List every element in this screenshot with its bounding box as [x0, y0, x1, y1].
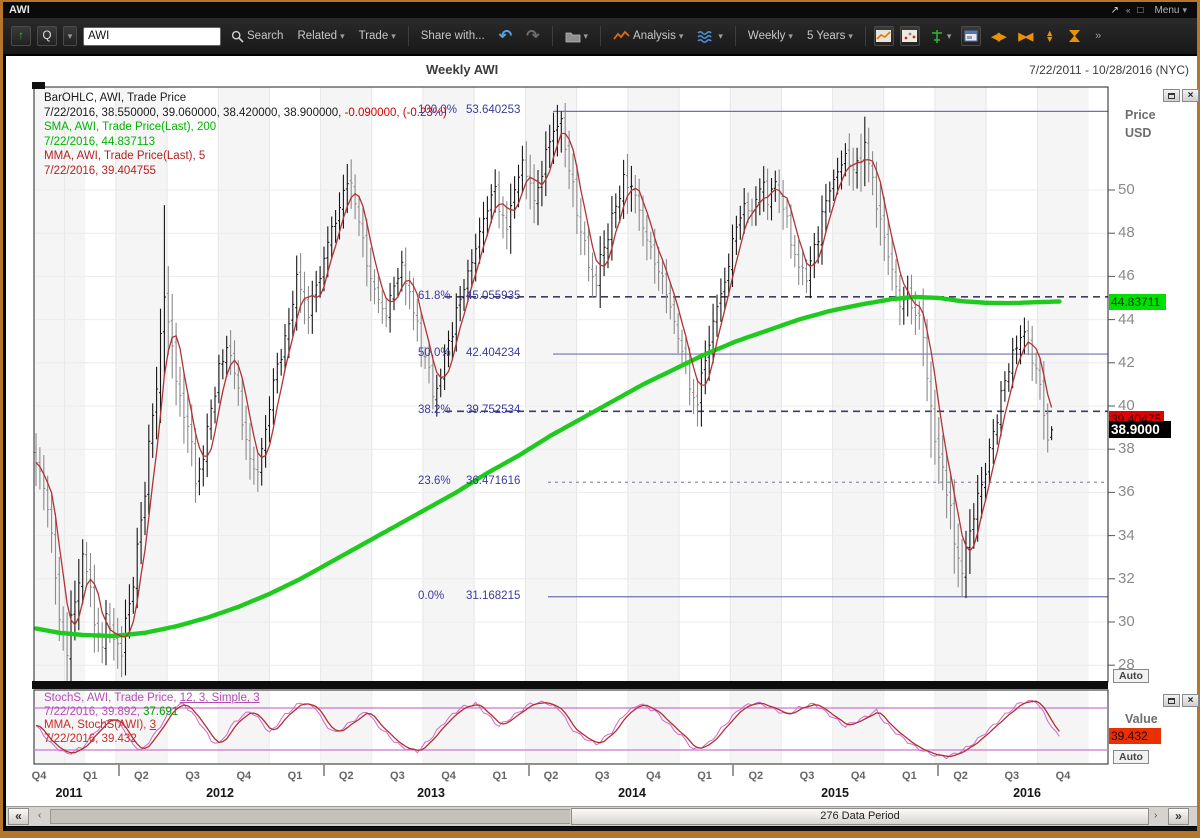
separator	[864, 26, 866, 46]
quote-button[interactable]: Q	[37, 26, 57, 46]
price-auto-button[interactable]: Auto	[1113, 669, 1149, 683]
scatter-chart-icon	[902, 30, 918, 42]
range-select[interactable]: 5 Years ▾	[806, 30, 853, 42]
symbol-input[interactable]	[83, 26, 221, 46]
chevron-down-icon: ▾	[946, 30, 952, 41]
scroll-far-right-button[interactable]: »	[1168, 808, 1189, 825]
related-button[interactable]: Related ▾	[297, 30, 345, 42]
price-axis-title: Price	[1125, 108, 1156, 122]
stoch-k-line	[35, 699, 1060, 760]
chevron-down-icon: ▾	[340, 30, 345, 41]
redo-button[interactable]: ↷	[526, 28, 540, 45]
restore-icon	[1168, 697, 1175, 704]
price-panel-restore-button[interactable]	[1163, 89, 1180, 102]
time-wait-button[interactable]	[1064, 27, 1085, 45]
contract-horizontal-button[interactable]: ▶◀	[1018, 30, 1033, 43]
scrollbar-thumb[interactable]: 276 Data Period	[571, 808, 1149, 825]
horizontal-scrollbar: « ‹ 276 Data Period › »	[6, 806, 1197, 826]
pin-icon[interactable]: «	[1125, 5, 1131, 15]
stoch-panel-restore-button[interactable]	[1163, 694, 1180, 707]
expand-vertical-button[interactable]: ▲ ▼	[1045, 28, 1055, 44]
hourglass-icon	[1069, 30, 1081, 42]
title-bar: AWI ↗ « □ Menu ▾	[3, 2, 1197, 18]
period-select[interactable]: Weekly ▾	[747, 30, 793, 42]
annotations-button[interactable]: ▾	[693, 28, 727, 45]
price-and-stoch-plot[interactable]	[6, 56, 1197, 826]
search-icon	[231, 30, 244, 43]
chevron-down-icon: ▾	[788, 30, 793, 41]
mma-5-line	[35, 132, 1053, 638]
new-window-button[interactable]	[961, 26, 982, 46]
export-button[interactable]: ▾	[561, 28, 593, 45]
sma-200-line	[33, 294, 1062, 639]
chevron-down-icon: ▾	[583, 30, 589, 41]
separator	[600, 26, 602, 46]
separator	[407, 26, 409, 46]
stoch-axis-title: Value	[1125, 712, 1158, 726]
window-icon[interactable]: □	[1137, 4, 1144, 16]
chevron-down-icon: ▾	[1182, 4, 1187, 15]
price-panel-close-button[interactable]: ×	[1182, 89, 1199, 102]
symbol-dropdown-button[interactable]: ▾	[63, 26, 77, 46]
window-panel-icon	[964, 30, 978, 42]
zigzag-chart-icon	[613, 30, 630, 40]
measure-tool-button[interactable]: ▾	[926, 27, 956, 46]
chart-title: Weekly AWI	[426, 62, 499, 77]
ruler-icon	[931, 29, 942, 43]
trade-button[interactable]: Trade ▾	[358, 30, 396, 42]
chevron-down-icon: ▾	[718, 30, 723, 41]
up-arrow-button[interactable]: ↑	[11, 26, 31, 46]
chart-canvas: Weekly AWI 7/22/2011 - 10/28/2016 (NYC) …	[6, 56, 1199, 831]
scroll-right-arrow[interactable]: ›	[1154, 810, 1158, 821]
undo-button[interactable]: ↶	[498, 28, 513, 45]
scroll-far-left-button[interactable]: «	[8, 808, 29, 825]
search-button[interactable]: Search	[227, 28, 287, 45]
chevron-down-icon: ▾	[848, 30, 853, 41]
restore-icon	[1168, 92, 1175, 99]
window-title: AWI	[9, 4, 30, 16]
waves-icon	[697, 30, 713, 43]
folder-icon	[565, 32, 580, 42]
scrollbar-track[interactable]	[50, 809, 570, 824]
expand-horizontal-button[interactable]: ◀▶	[991, 30, 1006, 43]
toolbar-overflow-button[interactable]: »	[1095, 30, 1102, 42]
chevron-down-icon: ▾	[678, 30, 684, 41]
menu-button[interactable]: Menu ▾	[1154, 4, 1187, 16]
toolbar: ↑ Q ▾ Search Related▾ Trade▾ Share with.…	[3, 18, 1197, 54]
stoch-axis-units: USD	[1125, 728, 1152, 742]
scroll-left-arrow[interactable]: ‹	[38, 810, 42, 821]
price-axis-units: USD	[1125, 126, 1152, 140]
close-icon: ×	[1187, 89, 1194, 101]
separator	[551, 26, 553, 46]
line-chart-icon	[876, 30, 892, 42]
stoch-panel-close-button[interactable]: ×	[1182, 694, 1199, 707]
analysis-button[interactable]: Analysis ▾	[609, 28, 687, 44]
separator	[734, 26, 736, 46]
line-chart-tool-button[interactable]	[873, 26, 894, 46]
stoch-mma-line	[35, 700, 1060, 758]
window-inner: AWI ↗ « □ Menu ▾ ↑ Q ▾ Search Related▾ T…	[3, 2, 1199, 831]
chevron-down-icon: ▾	[391, 30, 396, 41]
share-with-button[interactable]: Share with...	[420, 30, 485, 42]
chart-date-range: 7/22/2011 - 10/28/2016 (NYC)	[1029, 63, 1189, 77]
close-icon: ×	[1187, 694, 1194, 706]
stoch-auto-button[interactable]: Auto	[1113, 750, 1149, 764]
bottom-band	[6, 827, 1197, 831]
popout-icon[interactable]: ↗	[1110, 4, 1119, 16]
price-bars-up	[69, 104, 1054, 690]
scatter-chart-tool-button[interactable]	[899, 26, 920, 46]
